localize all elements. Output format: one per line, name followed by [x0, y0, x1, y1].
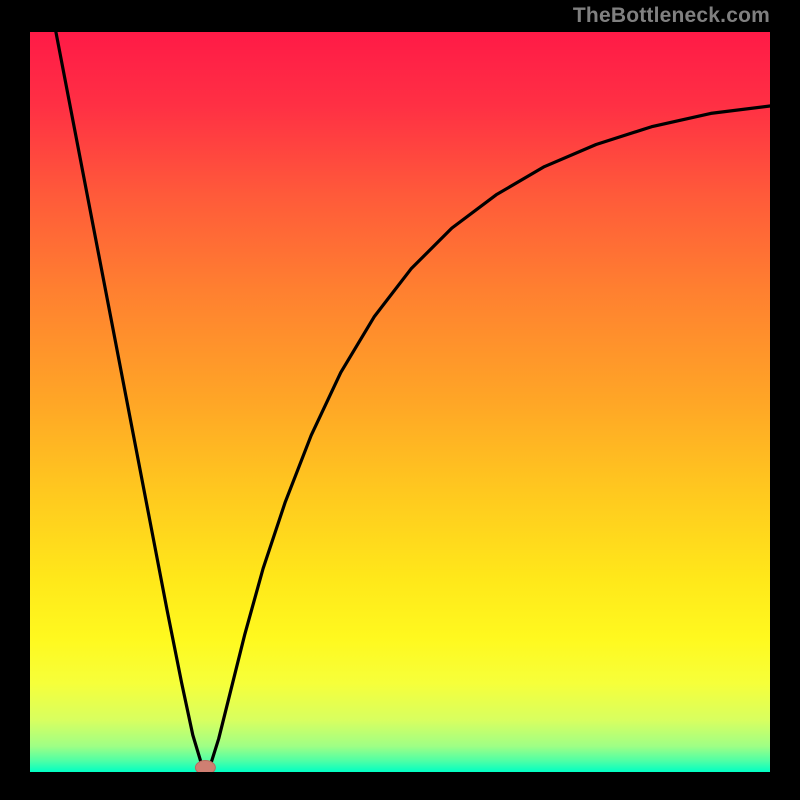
- curve-path: [56, 32, 770, 772]
- chart-frame: TheBottleneck.com: [0, 0, 800, 800]
- watermark-text: TheBottleneck.com: [573, 4, 770, 28]
- plot-area: [30, 32, 770, 772]
- optimum-marker: [195, 761, 215, 772]
- bottleneck-curve: [30, 32, 770, 772]
